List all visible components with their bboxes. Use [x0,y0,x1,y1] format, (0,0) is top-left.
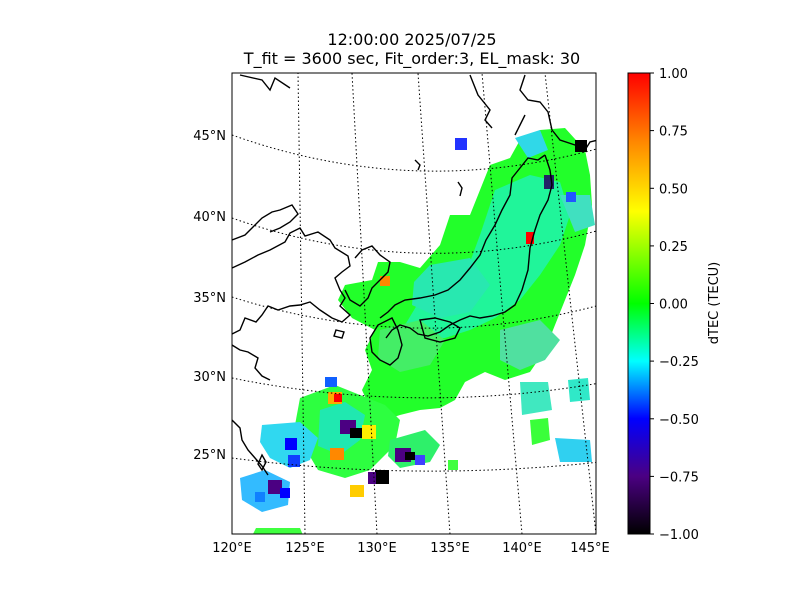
colorbar-gradient [627,72,651,535]
colorbar-tick-label: 0.25 [659,240,688,255]
lon-label: 145°E [570,541,610,556]
plot-subtitle: T_fit = 3600 sec, Fit_order:3, EL_mask: … [243,49,581,68]
lon-label: 140°E [502,541,542,556]
coastlines [232,74,596,476]
colorbar-tick-label: −0.50 [659,413,699,428]
colorbar-ticks [650,72,654,535]
colorbar-tick-label: 0.75 [659,125,688,140]
lat-label: 40°N [193,210,226,225]
lon-label: 130°E [357,541,397,556]
plot-title: 12:00:00 2025/07/25 [327,30,497,49]
lon-label: 135°E [430,541,470,556]
colorbar-tick-label: −0.25 [659,355,699,370]
lon-label: 120°E [212,541,252,556]
lon-label: 125°E [285,541,325,556]
colorbar-tick-label: 0.50 [659,182,688,197]
lat-label: 35°N [193,291,226,306]
lat-label: 45°N [193,129,226,144]
colorbar-tick-label: −1.00 [659,528,699,543]
colorbar-tick-label: 0.00 [659,298,688,313]
graticule [232,73,596,534]
colorbar-label: dTEC (TECU) [707,262,722,345]
lat-label: 30°N [193,370,226,385]
dtec-anomaly-cells [255,138,587,502]
lat-label: 25°N [193,448,226,463]
map-area [232,73,596,534]
colorbar-tick-label: 1.00 [659,67,688,82]
colorbar: 1.00 0.75 0.50 0.25 0.00 −0.25 −0.50 −0.… [627,67,722,543]
map-frame [231,72,597,535]
colorbar-tick-label: −0.75 [659,470,699,485]
